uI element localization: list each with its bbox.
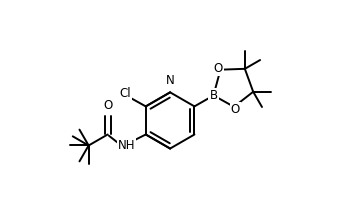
Text: O: O [231, 103, 240, 116]
Text: B: B [209, 89, 218, 102]
Text: O: O [214, 62, 223, 75]
Text: N: N [166, 74, 175, 87]
Text: O: O [103, 99, 112, 112]
Text: NH: NH [118, 139, 135, 152]
Text: Cl: Cl [119, 87, 131, 100]
